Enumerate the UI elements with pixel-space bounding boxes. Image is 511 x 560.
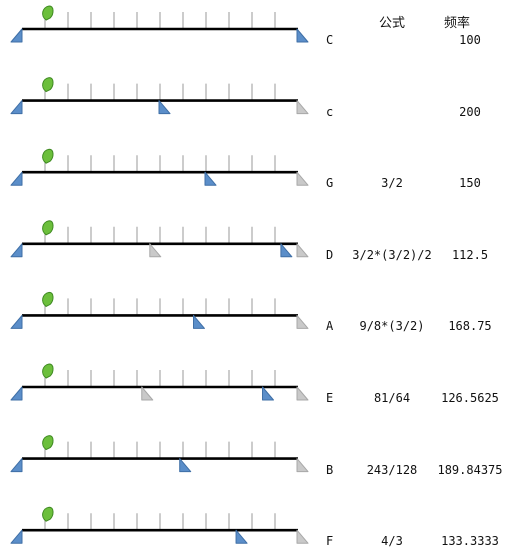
- previous-bridge-icon: [149, 243, 162, 258]
- leaf-icon: [42, 5, 54, 21]
- left-bridge-icon: [10, 243, 23, 258]
- previous-bridge-icon: [296, 171, 309, 186]
- active-bridge-icon: [235, 529, 248, 544]
- note-label: G: [326, 176, 334, 191]
- left-bridge-icon: [10, 100, 23, 115]
- frequency-cell: 100: [459, 33, 481, 47]
- leaf-icon: [42, 291, 54, 307]
- note-label: B: [326, 462, 334, 477]
- formula-cell: 81/64: [373, 391, 411, 405]
- active-bridge-icon: [296, 28, 309, 43]
- note-label: E: [326, 391, 334, 405]
- leaf-icon: [42, 77, 54, 93]
- active-bridge-icon: [193, 314, 205, 329]
- leaf-icon: [42, 435, 54, 451]
- active-bridge-icon: [280, 243, 293, 258]
- previous-bridge-icon: [296, 100, 309, 115]
- frequency-cell: 112.5: [451, 247, 489, 262]
- header-formula: 公式: [379, 16, 406, 31]
- left-bridge-icon: [10, 28, 23, 43]
- formula-cell: 243/128: [366, 462, 418, 477]
- active-bridge-icon: [204, 171, 217, 186]
- leaf-icon: [42, 506, 54, 522]
- previous-bridge-icon: [296, 458, 309, 473]
- note-label: D: [326, 247, 334, 262]
- left-bridge-icon: [10, 458, 23, 473]
- left-bridge-icon: [10, 314, 23, 329]
- previous-bridge-icon: [296, 529, 309, 544]
- frequency-cell: 126.5625: [441, 391, 499, 405]
- left-bridge-icon: [10, 529, 23, 544]
- left-bridge-icon: [10, 171, 23, 186]
- formula-cell: 4/3: [381, 534, 403, 549]
- note-label: c: [326, 104, 334, 119]
- left-bridge-icon: [10, 386, 23, 401]
- leaf-icon: [42, 148, 54, 164]
- frequency-cell: 189.84375: [437, 462, 503, 477]
- leaf-icon: [42, 220, 54, 236]
- active-bridge-icon: [262, 386, 274, 401]
- frequency-cell: 200: [459, 104, 481, 119]
- header-frequency: 频率: [444, 16, 471, 31]
- note-label: A: [326, 319, 334, 334]
- previous-bridge-icon: [296, 386, 309, 401]
- leaf-icon: [42, 363, 54, 379]
- previous-bridge-icon: [141, 386, 154, 401]
- formula-cell: 9/8*(3/2): [359, 319, 425, 334]
- active-bridge-icon: [158, 100, 171, 115]
- previous-bridge-icon: [296, 314, 309, 329]
- previous-bridge-icon: [296, 243, 309, 258]
- note-label: F: [326, 534, 334, 549]
- formula-cell: 3/2: [381, 176, 403, 191]
- frequency-cell: 150: [459, 176, 481, 191]
- frequency-cell: 168.75: [448, 319, 492, 334]
- frequency-cell: 133.3333: [441, 534, 499, 549]
- note-label: C: [326, 33, 334, 47]
- active-bridge-icon: [179, 458, 192, 473]
- formula-cell: 3/2*(3/2)/2: [352, 247, 432, 262]
